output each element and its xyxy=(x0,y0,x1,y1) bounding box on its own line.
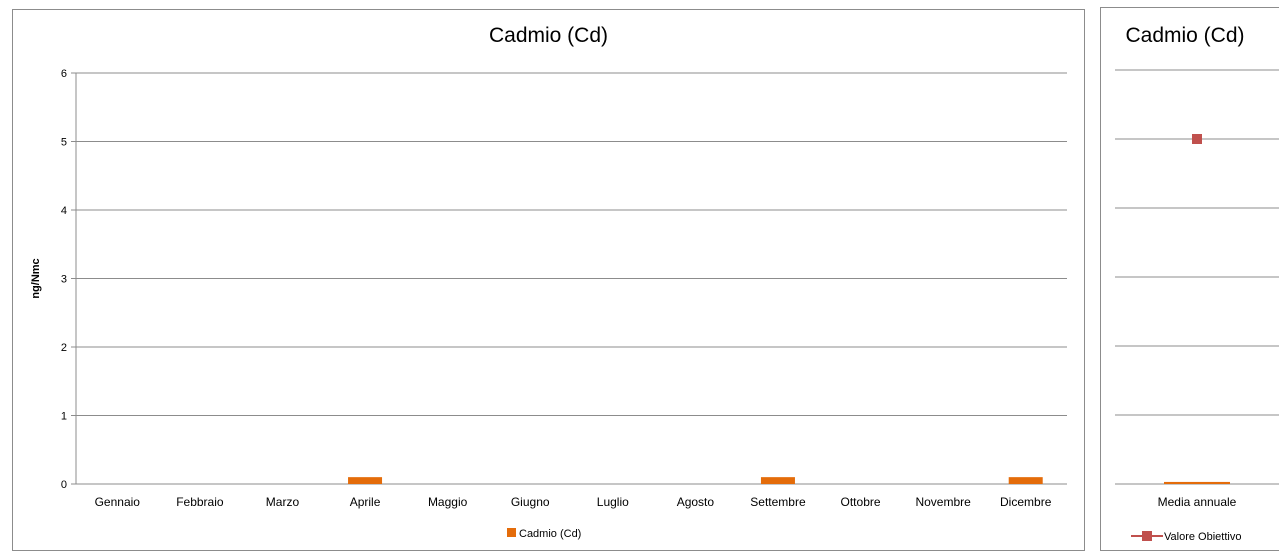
x-tick-label: Marzo xyxy=(266,495,300,509)
x-tick-label: Dicembre xyxy=(1000,495,1052,509)
y-tick-label: 1 xyxy=(61,411,67,423)
annual-chart-panel: Cadmio (Cd) Media annuale Valore Obiettiv… xyxy=(1100,7,1279,551)
bar xyxy=(760,477,795,484)
y-tick-label: 2 xyxy=(61,342,67,354)
x-tick-label: Novembre xyxy=(915,495,971,509)
y-tick-label: 3 xyxy=(61,274,67,286)
monthly-chart-panel: Cadmio (Cd) 0 1 2 3 4 5 6 ng/Nmc Gennaio Febbraio… xyxy=(12,9,1085,551)
x-tick-label: Gennaio xyxy=(95,495,141,509)
x-tick-label: Media annuale xyxy=(1158,495,1237,509)
bar xyxy=(348,477,383,484)
x-tick-label: Settembre xyxy=(750,495,806,509)
x-tick-label: Luglio xyxy=(597,495,629,509)
marker-point xyxy=(1192,134,1202,144)
legend-swatch xyxy=(507,528,516,537)
chart-title: Cadmio (Cd) xyxy=(488,24,609,47)
y-tick-label: 4 xyxy=(61,205,67,217)
side-chart-title: Cadmio (Cd) xyxy=(1125,24,1245,47)
y-tick-label: 5 xyxy=(61,137,67,149)
legend-label: Valore Obiettivo xyxy=(1164,531,1241,543)
x-tick-label: Giugno xyxy=(511,495,550,509)
x-tick-label: Maggio xyxy=(428,495,468,509)
x-tick-label: Aprile xyxy=(350,495,381,509)
y-axis-label: ng/Nmc xyxy=(30,258,42,298)
bar xyxy=(1008,477,1043,484)
monthly-bar-chart: 0 1 2 3 4 5 6 ng/Nmc Gennaio Febbraio Marzo Aprile M… xyxy=(30,68,1067,540)
x-tick-label: Agosto xyxy=(677,495,715,509)
legend-label: Cadmio (Cd) xyxy=(519,528,581,540)
x-tick-label: Febbraio xyxy=(176,495,224,509)
legend-marker xyxy=(1142,531,1152,541)
bar xyxy=(1164,481,1230,484)
y-tick-label: 6 xyxy=(61,68,67,80)
x-tick-label: Ottobre xyxy=(841,495,881,509)
y-tick-label: 0 xyxy=(61,479,67,491)
annual-bar-chart: Media annuale Valore Obiettivo xyxy=(1115,69,1279,543)
